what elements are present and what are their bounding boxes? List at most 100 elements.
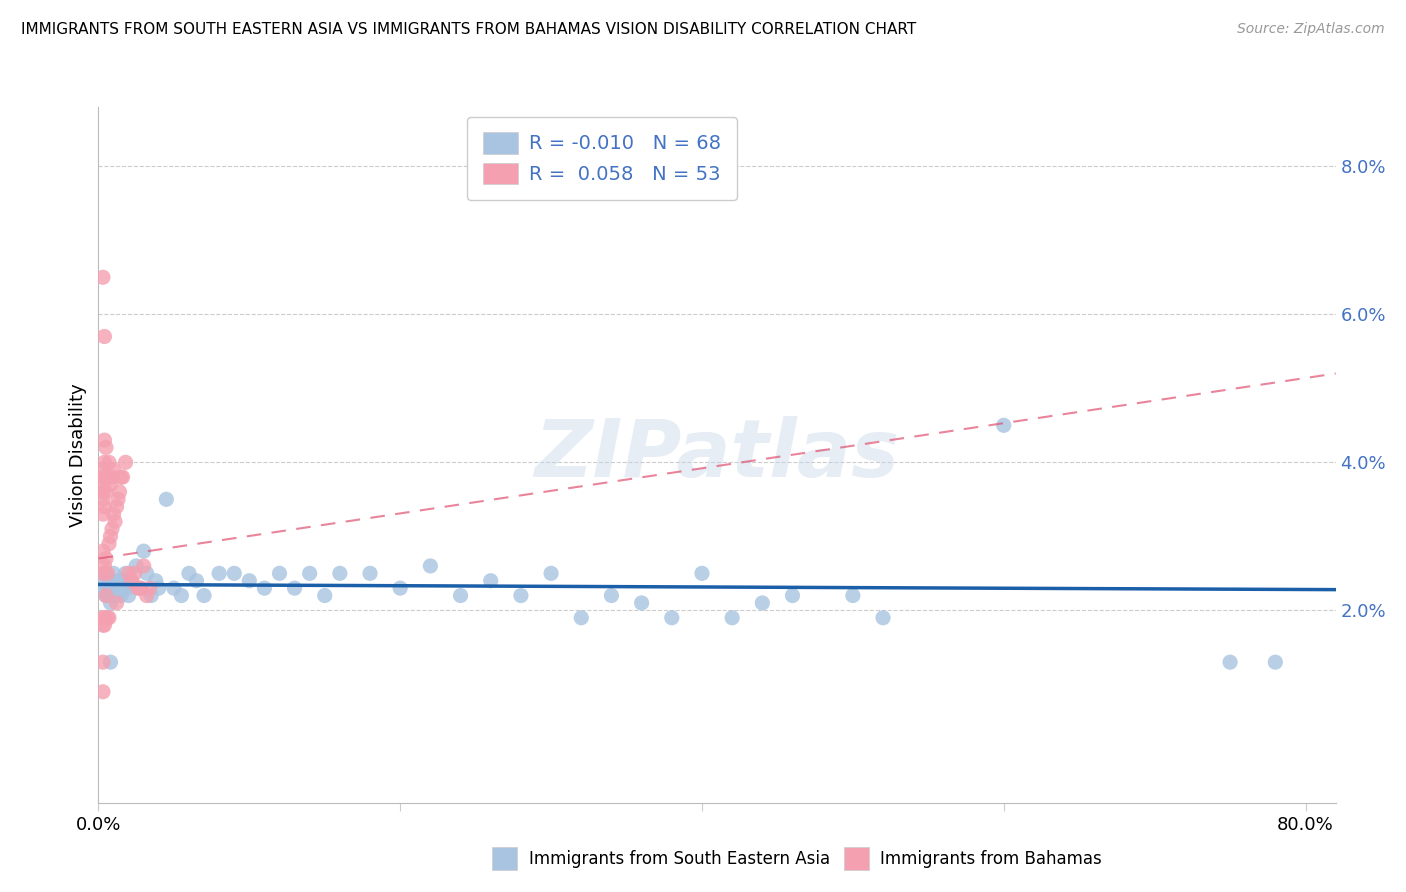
- Point: [419, 558, 441, 573]
- Point: [98, 611, 121, 625]
- Point: [100, 596, 122, 610]
- Point: [103, 507, 125, 521]
- Point: [96, 589, 118, 603]
- Y-axis label: Vision Disability: Vision Disability: [69, 383, 87, 527]
- Point: [111, 581, 134, 595]
- Point: [114, 566, 136, 581]
- Point: [96, 581, 118, 595]
- Point: [600, 589, 623, 603]
- Point: [93, 611, 115, 625]
- Point: [112, 574, 135, 588]
- Point: [100, 581, 122, 595]
- Point: [359, 566, 381, 581]
- Point: [208, 566, 231, 581]
- Point: [108, 574, 131, 588]
- Point: [93, 455, 115, 469]
- Point: [782, 589, 804, 603]
- Point: [117, 566, 139, 581]
- Text: ZIPatlas: ZIPatlas: [534, 416, 900, 494]
- Point: [129, 581, 152, 595]
- Point: [125, 558, 148, 573]
- Point: [993, 418, 1015, 433]
- Point: [91, 655, 114, 669]
- Point: [105, 596, 128, 610]
- Point: [107, 581, 129, 595]
- Point: [224, 566, 246, 581]
- Point: [101, 470, 124, 484]
- Point: [129, 581, 152, 595]
- Point: [155, 492, 177, 507]
- Point: [121, 574, 143, 588]
- Point: [93, 618, 115, 632]
- Point: [721, 611, 744, 625]
- Point: [661, 611, 683, 625]
- Point: [96, 566, 118, 581]
- Point: [141, 589, 163, 603]
- Point: [91, 544, 114, 558]
- Point: [314, 589, 336, 603]
- Point: [91, 574, 114, 588]
- Point: [121, 574, 143, 588]
- Point: [98, 574, 121, 588]
- Point: [132, 558, 155, 573]
- Point: [1219, 655, 1241, 669]
- Point: [253, 581, 276, 595]
- Point: [238, 574, 260, 588]
- Point: [117, 589, 139, 603]
- Point: [163, 581, 186, 595]
- Point: [91, 566, 114, 581]
- Point: [91, 270, 114, 285]
- Point: [91, 463, 114, 477]
- Point: [479, 574, 502, 588]
- Point: [115, 581, 138, 595]
- Point: [138, 581, 160, 595]
- Point: [145, 574, 167, 588]
- Point: [91, 685, 114, 699]
- Point: [93, 433, 115, 447]
- Point: [101, 574, 124, 588]
- Point: [96, 470, 118, 484]
- Point: [104, 515, 127, 529]
- Point: [540, 566, 562, 581]
- Point: [93, 558, 115, 573]
- Point: [104, 581, 127, 595]
- Point: [101, 589, 124, 603]
- Point: [96, 611, 118, 625]
- Point: [193, 589, 215, 603]
- Point: [842, 589, 865, 603]
- Point: [91, 484, 114, 499]
- Point: [269, 566, 291, 581]
- Point: [110, 470, 132, 484]
- Point: [170, 589, 193, 603]
- Point: [114, 455, 136, 469]
- Point: [569, 611, 592, 625]
- Point: [103, 463, 125, 477]
- Point: [91, 477, 114, 491]
- Point: [177, 566, 200, 581]
- Point: [91, 492, 114, 507]
- Point: [108, 484, 131, 499]
- Point: [94, 589, 117, 603]
- Point: [103, 566, 125, 581]
- Point: [103, 589, 125, 603]
- Legend: R = -0.010   N = 68, R =  0.058   N = 53: R = -0.010 N = 68, R = 0.058 N = 53: [467, 117, 737, 200]
- Point: [98, 455, 121, 469]
- Point: [98, 537, 121, 551]
- Point: [509, 589, 531, 603]
- Point: [91, 507, 114, 521]
- Point: [389, 581, 412, 595]
- Point: [630, 596, 652, 610]
- Point: [98, 589, 121, 603]
- Point: [101, 522, 124, 536]
- Point: [135, 589, 157, 603]
- Point: [132, 544, 155, 558]
- Point: [107, 492, 129, 507]
- Point: [298, 566, 321, 581]
- Point: [329, 566, 352, 581]
- Point: [284, 581, 307, 595]
- Point: [93, 470, 115, 484]
- Point: [148, 581, 170, 595]
- Point: [186, 574, 208, 588]
- Point: [127, 581, 149, 595]
- Point: [93, 581, 115, 595]
